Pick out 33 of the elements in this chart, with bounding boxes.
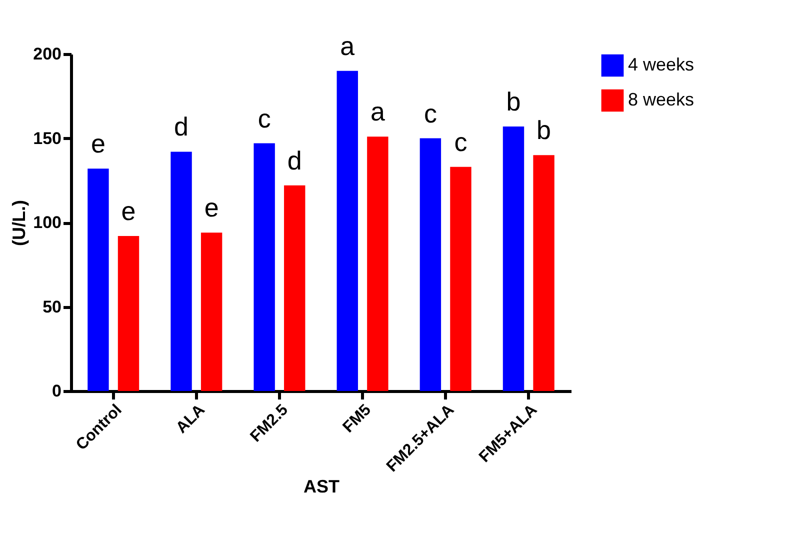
bar xyxy=(88,168,109,391)
bar xyxy=(502,126,524,391)
bar xyxy=(284,185,306,391)
y-tick-label: 150 xyxy=(33,128,62,148)
bar xyxy=(367,136,388,391)
annotation: e xyxy=(90,128,106,159)
annotation: d xyxy=(287,145,302,176)
bar xyxy=(336,70,358,391)
annotation: e xyxy=(121,196,136,226)
annotation: a xyxy=(370,96,386,127)
y-tick-label: 100 xyxy=(33,213,62,232)
bar xyxy=(450,166,472,391)
annotation: b xyxy=(536,115,552,146)
legend-label: 4 weeks xyxy=(628,54,694,74)
legend-label: 8 weeks xyxy=(628,90,694,110)
bar xyxy=(254,143,275,391)
bar xyxy=(420,138,442,391)
annotation: b xyxy=(506,86,521,116)
bar xyxy=(118,236,140,391)
y-tick-label: 50 xyxy=(42,297,62,316)
y-tick-label: 0 xyxy=(52,382,62,400)
bar xyxy=(170,152,192,391)
bar xyxy=(533,155,554,391)
bar xyxy=(200,232,222,391)
annotation: e xyxy=(204,192,219,223)
y-axis-title: (U/L.) xyxy=(9,200,30,246)
annotation: c xyxy=(424,98,437,128)
x-axis-title: AST xyxy=(304,476,340,497)
annotation: c xyxy=(258,103,271,134)
annotation: c xyxy=(454,126,468,157)
annotation: a xyxy=(340,30,356,61)
y-tick-label: 200 xyxy=(33,44,62,64)
annotation: d xyxy=(174,112,189,142)
